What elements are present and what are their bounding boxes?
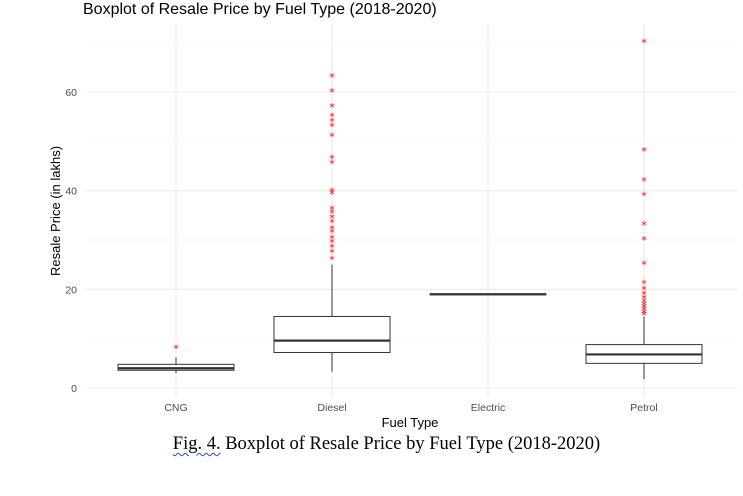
x-tick-label: Diesel: [317, 402, 346, 414]
outlier-point: *: [329, 241, 335, 254]
outlier-point: *: [641, 175, 647, 188]
outlier-point: *: [329, 116, 335, 129]
box-electric: [429, 293, 547, 296]
outlier-point: *: [329, 130, 335, 143]
x-tick-label: Petrol: [630, 402, 657, 414]
outlier-point: *: [641, 145, 647, 158]
figure-caption: Fig. 4. Boxplot of Resale Price by Fuel …: [0, 434, 743, 455]
outlier-point: *: [641, 307, 647, 320]
y-axis-title: Resale Price (in lakhs): [48, 146, 63, 276]
outlier-point: *: [641, 302, 647, 315]
outlier-point: *: [329, 86, 335, 99]
outlier-point: *: [641, 277, 647, 290]
outlier-point: *: [641, 304, 647, 317]
boxes: ****************************************: [117, 37, 703, 380]
outlier-point: *: [641, 37, 647, 50]
outlier-point: *: [329, 223, 335, 236]
outlier-point: *: [641, 219, 647, 232]
boxplot-chart: ****************************************…: [48, 24, 737, 430]
outlier-point: *: [329, 246, 335, 259]
outlier-point: *: [329, 71, 335, 84]
outlier-point: *: [329, 186, 335, 199]
box-petrol: *****************: [585, 37, 703, 380]
outlier-point: *: [329, 111, 335, 124]
outlier-point: *: [329, 203, 335, 216]
outlier-point: *: [329, 188, 335, 201]
outlier-point: *: [641, 293, 647, 306]
axis-ticks: 0 20 40 60 CNG Diesel Electric Petrol: [65, 87, 657, 414]
outlier-point: *: [329, 227, 335, 240]
chart-title: Boxplot of Resale Price by Fuel Type (20…: [83, 1, 437, 18]
outlier-point: *: [329, 121, 335, 134]
outlier-point: *: [329, 101, 335, 114]
y-tick-label: 40: [65, 186, 77, 198]
box-iqr: [273, 315, 391, 353]
y-tick-label: 60: [65, 87, 77, 99]
outlier-point: *: [641, 299, 647, 312]
outlier-point: *: [329, 153, 335, 166]
outlier-point: *: [641, 296, 647, 309]
outlier-point: *: [329, 207, 335, 220]
outlier-point: *: [329, 236, 335, 249]
outlier-point: *: [329, 212, 335, 225]
box-cng: *: [117, 343, 235, 374]
outlier-point: *: [329, 217, 335, 230]
figure-caption-text: Boxplot of Resale Price by Fuel Type (20…: [220, 434, 601, 454]
outlier-point: *: [329, 233, 335, 246]
y-tick-label: 0: [71, 383, 77, 395]
figure-caption-label: Fig. 4.: [172, 434, 221, 454]
outlier-point: *: [641, 190, 647, 203]
box-diesel: **********************: [273, 71, 391, 372]
outlier-point: *: [641, 288, 647, 301]
y-tick-label: 20: [65, 284, 77, 296]
outlier-point: *: [641, 309, 647, 322]
outlier-point: *: [641, 259, 647, 272]
outlier-point: *: [329, 254, 335, 267]
outlier-point: *: [329, 158, 335, 171]
x-axis-title: Fuel Type: [382, 415, 439, 430]
x-tick-label: Electric: [471, 402, 505, 414]
grid: [87, 24, 737, 398]
x-tick-label: CNG: [164, 402, 187, 414]
outlier-point: *: [641, 283, 647, 296]
outlier-point: *: [173, 343, 179, 356]
outlier-point: *: [641, 234, 647, 247]
